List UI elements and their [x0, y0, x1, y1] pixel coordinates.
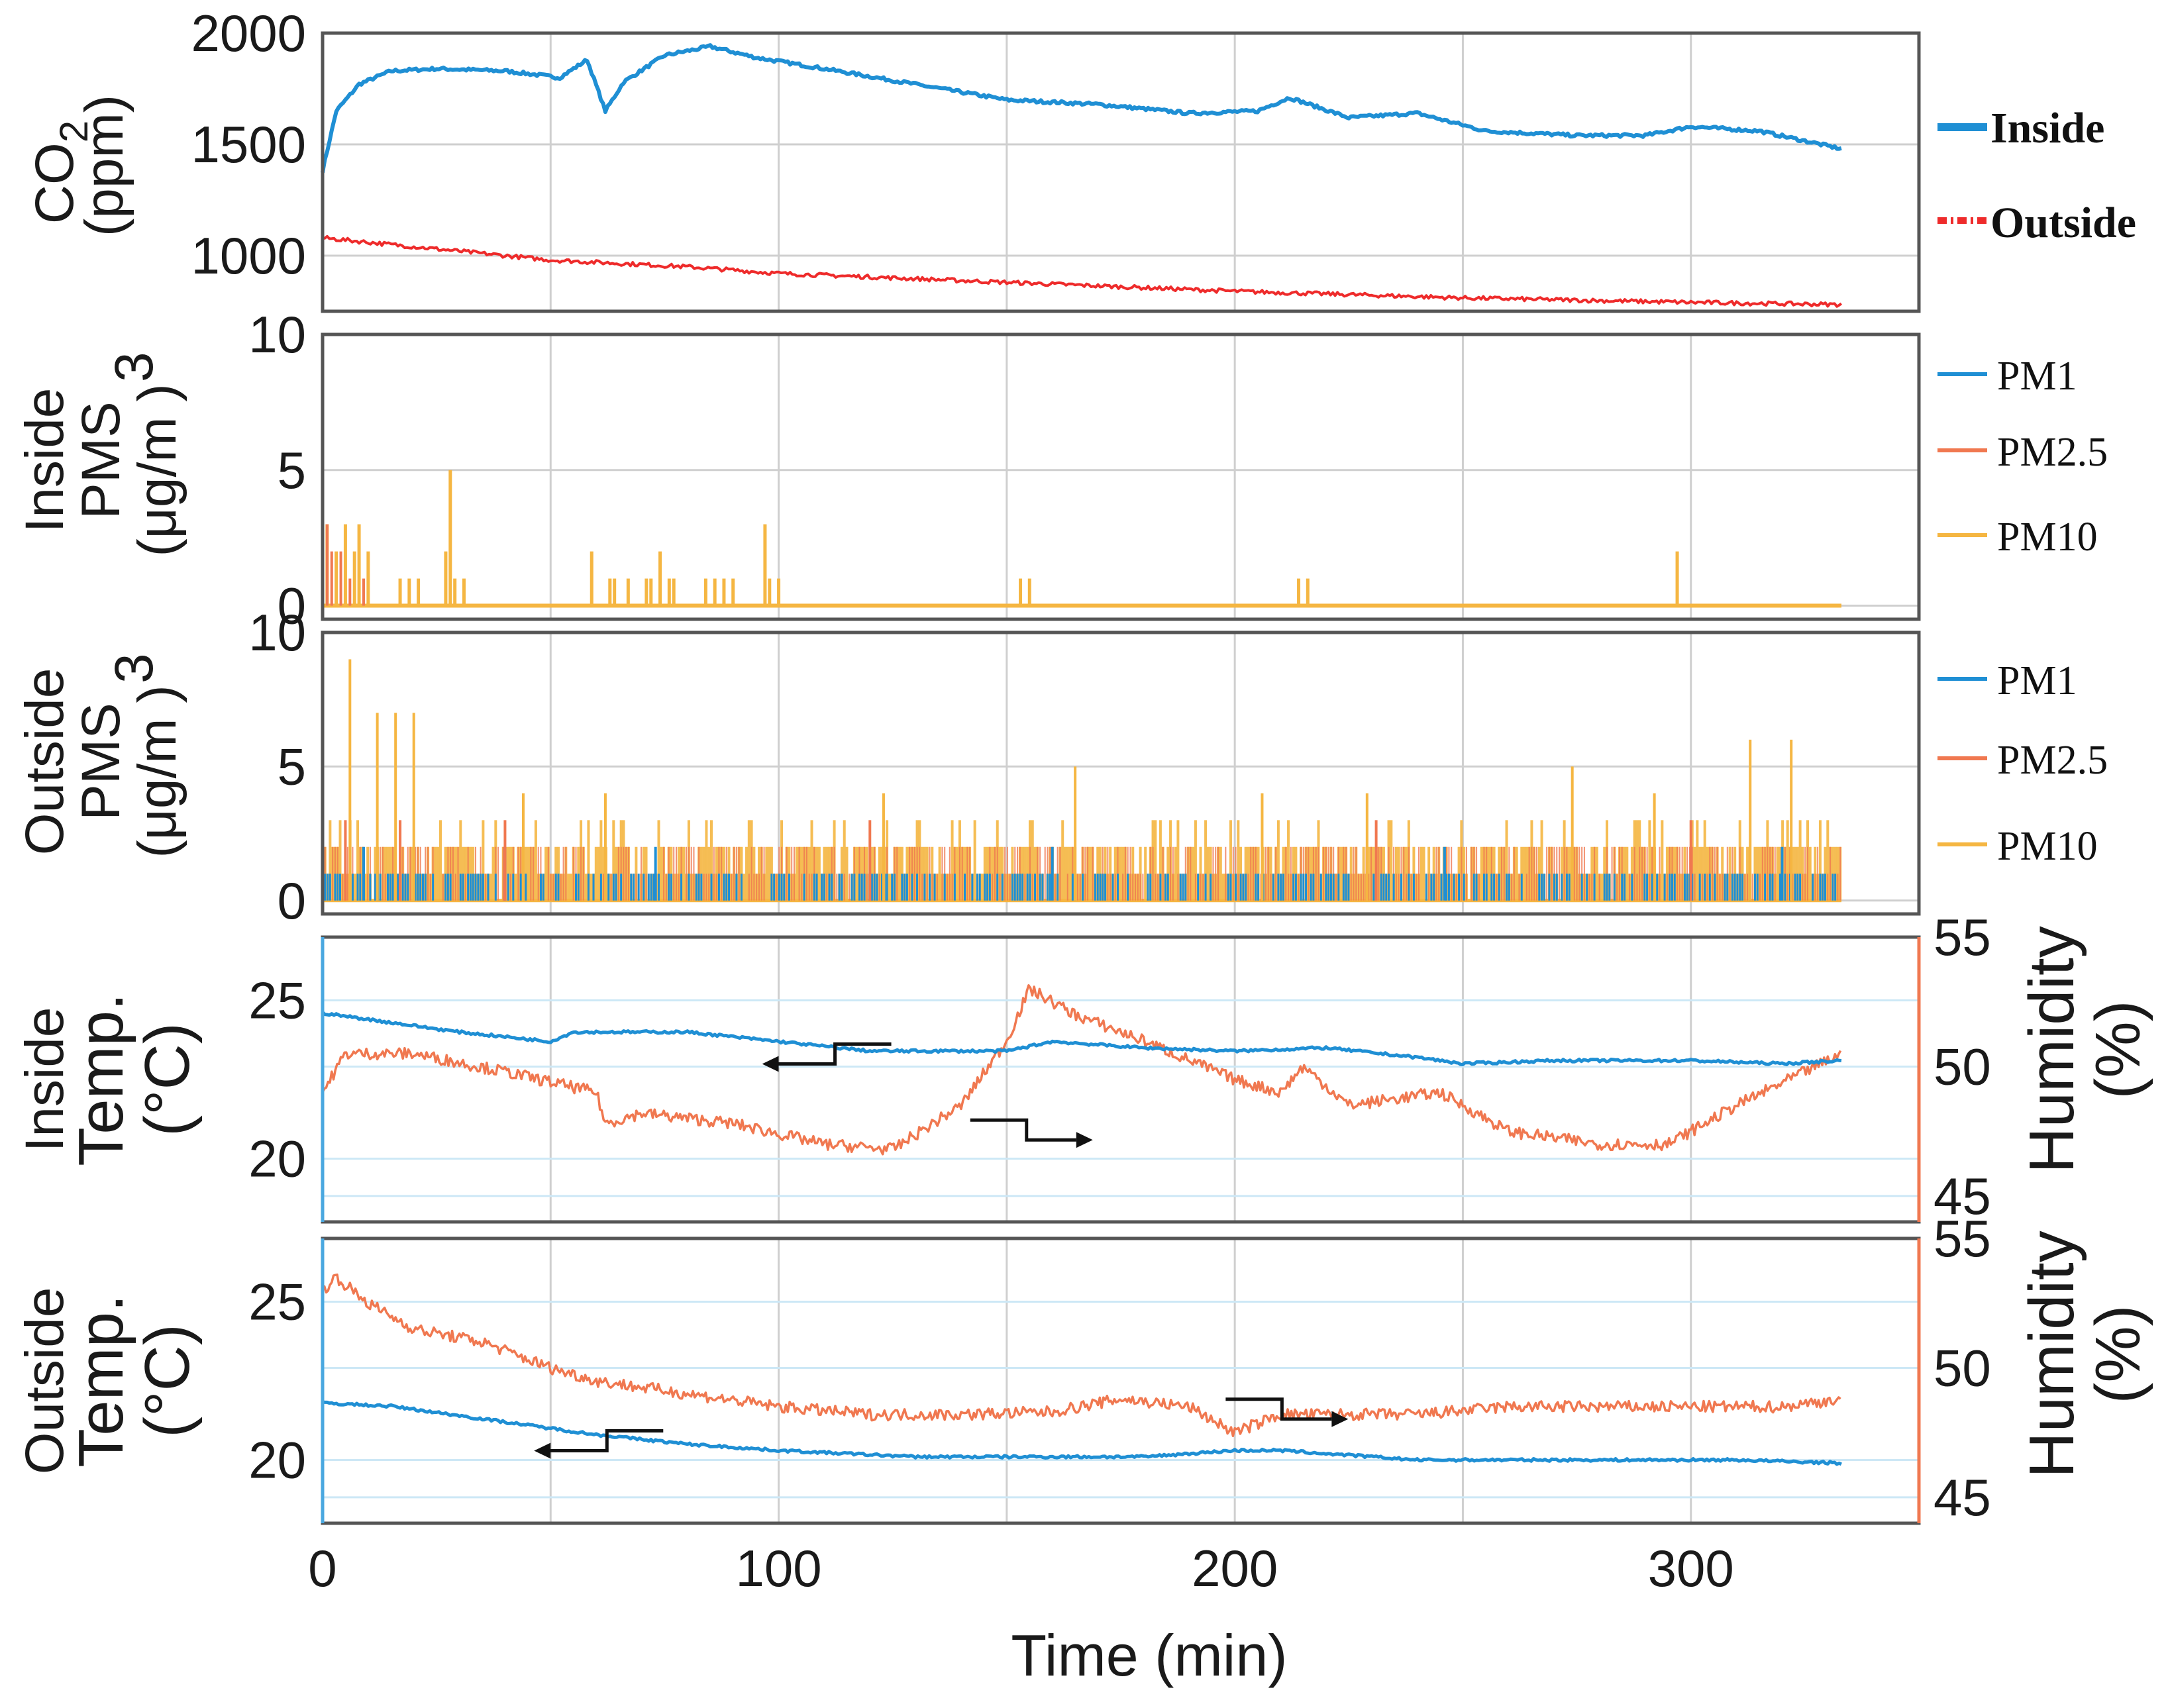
panel-frame — [321, 31, 1921, 313]
inside-temp-ylabel-line1: Inside — [15, 1007, 75, 1152]
inside-temp-ylabel-line2: Temp. — [66, 993, 136, 1166]
y-tick-label: 0 — [278, 872, 306, 930]
inside-humidity-ylabel-line1: Humidity — [2016, 926, 2087, 1173]
y2-tick-label: 50 — [1934, 1338, 1991, 1397]
temperature-axis-arrow — [775, 1042, 892, 1066]
legend-pm10-label: PM10 — [1997, 515, 2098, 560]
x-tick-label: 100 — [736, 1539, 822, 1597]
inside-pms-ylabel-line1: Inside — [15, 388, 75, 533]
outside-temp-ylabel-line2: Temp. — [66, 1294, 136, 1467]
y2-tick-label: 55 — [1934, 908, 1991, 966]
co2-inside-line — [321, 43, 1842, 174]
inside-pms-ylabel-line2: PMS — [71, 401, 131, 519]
x-tick-label: 300 — [1648, 1539, 1734, 1597]
legend-outside-label: Outside — [1990, 199, 2136, 247]
panel-frame — [321, 1236, 1921, 1525]
outside-pms-ylabel-line3: (μg/m ) — [127, 685, 187, 858]
humidity-arrowhead — [1331, 1411, 1349, 1427]
co2-ylabel-line1: CO2 — [25, 121, 96, 224]
inside-pms-ylabel-line3: (μg/m ) — [127, 383, 187, 556]
y2-tick-label: 50 — [1934, 1037, 1991, 1095]
inside-temp-ylabel-line3: (°C) — [132, 1023, 203, 1136]
legend2-pm1-label: PM1 — [1997, 658, 2077, 703]
temperature-line — [321, 1011, 1842, 1066]
humidity-arrowhead — [1076, 1132, 1093, 1148]
temperature-line — [322, 1400, 1842, 1466]
humidity-line — [321, 984, 1842, 1156]
humidity-axis-arrow — [1225, 1397, 1332, 1421]
y2-tick-label: 45 — [1934, 1468, 1991, 1527]
co2-ylabel-line2: (ppm) — [74, 95, 134, 236]
y-tick-label: 25 — [248, 1273, 306, 1331]
outside-temp-ylabel-line1: Outside — [15, 1287, 75, 1475]
humidity-axis-arrow — [970, 1118, 1076, 1142]
co2-outside-line — [322, 234, 1843, 308]
temperature-arrowhead — [762, 1056, 779, 1072]
outside-temp-ylabel-line3: (°C) — [132, 1324, 203, 1438]
y-tick-label: 20 — [248, 1431, 306, 1489]
legend-pm1-label: PM1 — [1997, 354, 2077, 399]
legend2-pm10-label: PM10 — [1997, 824, 2098, 869]
y-tick-label: 5 — [278, 441, 306, 499]
y-tick-label: 20 — [248, 1129, 306, 1187]
legend-inside-label: Inside — [1990, 104, 2104, 152]
y-tick-label: 25 — [248, 972, 306, 1030]
y-tick-label: 0 — [278, 577, 306, 635]
y-tick-label: 5 — [278, 737, 306, 795]
axis-layer: 2000150010001050105025205550452520555045… — [191, 4, 1990, 1597]
panel-frame — [321, 332, 1921, 621]
y-tick-label: 10 — [248, 603, 306, 662]
outside-pms-ylabel-sup: 3 — [104, 653, 164, 683]
x-tick-label: 0 — [308, 1539, 336, 1597]
data-layer — [321, 43, 1843, 1466]
legend2-pm25-label: PM2.5 — [1997, 738, 2108, 783]
panel-frame — [321, 630, 1921, 916]
x-tick-label: 200 — [1192, 1539, 1278, 1597]
y2-tick-label: 45 — [1934, 1167, 1991, 1225]
inside-pms-ylabel-sup: 3 — [104, 352, 164, 382]
y2-tick-label: 55 — [1934, 1209, 1991, 1268]
grid-layer — [323, 32, 1919, 1523]
y-tick-label: 2000 — [191, 4, 306, 62]
temperature-arrowhead — [534, 1442, 551, 1459]
y-tick-label: 1500 — [191, 115, 306, 174]
outside-humidity-ylabel-line2: (%) — [2083, 1305, 2153, 1403]
y-tick-label: 10 — [248, 305, 306, 364]
outside-pms-ylabel-line1: Outside — [15, 668, 75, 856]
x-axis-label: Time (min) — [1011, 1623, 1287, 1688]
legend-pm25-label: PM2.5 — [1997, 430, 2108, 475]
outside-pms-ylabel-line2: PMS — [71, 703, 131, 821]
y-tick-label: 1000 — [191, 226, 306, 285]
outside-humidity-ylabel-line1: Humidity — [2016, 1231, 2087, 1478]
inside-humidity-ylabel-line2: (%) — [2083, 1000, 2153, 1099]
humidity-line — [322, 1273, 1841, 1438]
temperature-axis-arrow — [547, 1429, 664, 1453]
